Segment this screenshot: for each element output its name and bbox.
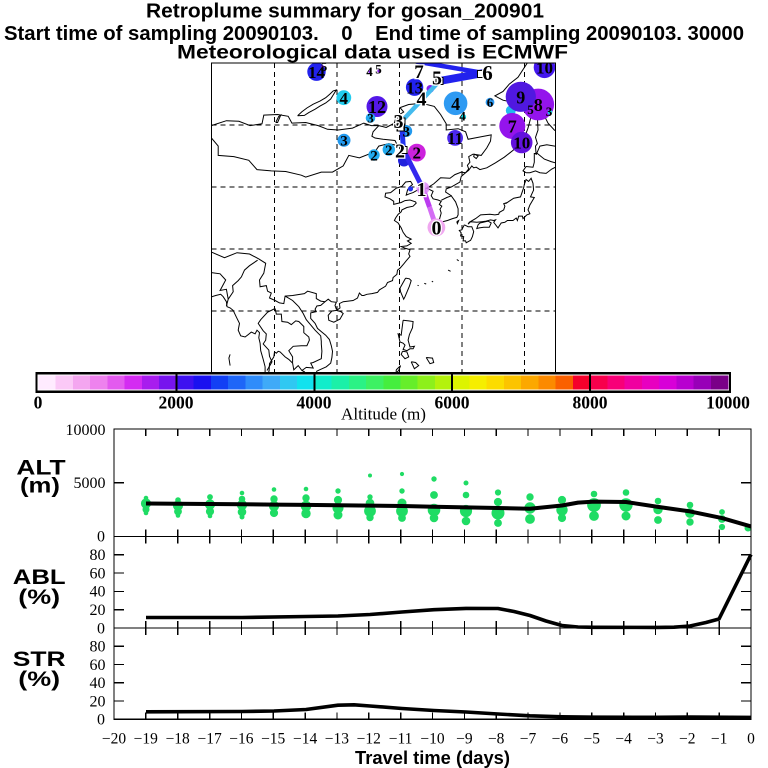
svg-text:−6: −6 [552,731,569,748]
svg-text:80: 80 [90,547,106,564]
svg-text:11: 11 [447,129,463,148]
svg-text:−14: −14 [293,731,317,748]
svg-text:13: 13 [406,78,423,97]
svg-text:4: 4 [417,89,427,111]
svg-text:−17: −17 [197,731,221,748]
svg-text:2: 2 [370,148,378,164]
svg-text:4: 4 [340,89,349,108]
svg-text:0: 0 [97,620,105,637]
svg-text:0: 0 [97,712,105,729]
svg-text:6000: 6000 [435,393,470,413]
svg-text:−13: −13 [325,731,349,748]
svg-text:Travel time (days): Travel time (days) [355,748,510,768]
svg-text:8: 8 [534,95,543,115]
svg-text:3: 3 [367,111,374,126]
svg-text:−18: −18 [166,731,190,748]
svg-text:5: 5 [321,59,328,74]
svg-text:20: 20 [90,602,106,619]
svg-text:STR: STR [13,648,66,671]
svg-text:6: 6 [482,61,493,85]
svg-text:−1: −1 [711,731,728,748]
svg-text:3: 3 [546,104,553,119]
svg-text:10: 10 [513,134,530,153]
svg-text:−9: −9 [456,731,473,748]
svg-text:Start time of sampling 2009010: Start time of sampling 20090103. 0 End t… [4,23,744,45]
svg-text:−3: −3 [647,731,664,748]
svg-text:(%): (%) [18,586,60,609]
svg-text:ABL: ABL [13,566,66,589]
svg-text:1: 1 [417,179,427,201]
svg-text:10: 10 [536,58,553,77]
svg-text:4: 4 [366,64,373,79]
svg-text:−5: −5 [584,731,601,748]
svg-text:−19: −19 [134,731,158,748]
svg-text:6: 6 [487,95,494,110]
svg-text:2: 2 [385,143,393,159]
svg-text:5: 5 [527,102,534,117]
svg-text:80: 80 [90,639,106,656]
svg-text:2: 2 [413,144,422,163]
svg-text:−8: −8 [488,731,505,748]
svg-text:−20: −20 [102,731,126,748]
svg-text:20: 20 [90,693,106,710]
svg-text:−15: −15 [261,731,285,748]
svg-text:0: 0 [97,529,105,546]
svg-text:9: 9 [516,87,525,107]
svg-text:ALT: ALT [16,457,66,480]
svg-text:0: 0 [34,393,43,413]
svg-text:−10: −10 [420,731,444,748]
svg-text:3: 3 [394,111,404,133]
svg-text:4: 4 [459,109,466,124]
svg-text:14: 14 [308,63,326,82]
svg-text:7: 7 [414,62,424,83]
svg-text:−12: −12 [357,731,381,748]
svg-text:4: 4 [451,94,460,114]
svg-text:40: 40 [90,584,106,601]
svg-text:5: 5 [375,62,382,77]
svg-text:60: 60 [90,657,106,674]
svg-text:−4: −4 [615,731,632,748]
svg-text:10000: 10000 [706,393,750,413]
svg-text:7: 7 [508,116,517,136]
svg-text:−16: −16 [229,731,253,748]
svg-text:(%): (%) [18,668,60,691]
svg-text:2000: 2000 [159,393,194,413]
svg-text:12: 12 [368,97,386,117]
svg-text:0: 0 [432,218,442,240]
svg-text:−2: −2 [679,731,696,748]
svg-text:−11: −11 [389,731,413,748]
svg-text:Meteorological data used is EC: Meteorological data used is ECMWF [177,42,568,64]
svg-text:40: 40 [90,675,106,692]
svg-text:5000: 5000 [74,475,106,492]
svg-text:0: 0 [747,731,755,748]
svg-text:3: 3 [340,134,348,150]
svg-text:10000: 10000 [66,422,106,439]
svg-text:Altitude (m): Altitude (m) [341,405,426,424]
svg-text:60: 60 [90,565,106,582]
svg-text:Retroplume summary for gosan_2: Retroplume summary for gosan_200901 [146,0,544,23]
svg-text:3: 3 [402,124,410,140]
svg-text:2: 2 [395,141,405,163]
svg-text:4000: 4000 [297,393,332,413]
svg-text:5: 5 [432,68,442,90]
svg-text:−7: −7 [520,731,537,748]
svg-text:8000: 8000 [573,393,608,413]
svg-text:(m): (m) [20,475,60,498]
